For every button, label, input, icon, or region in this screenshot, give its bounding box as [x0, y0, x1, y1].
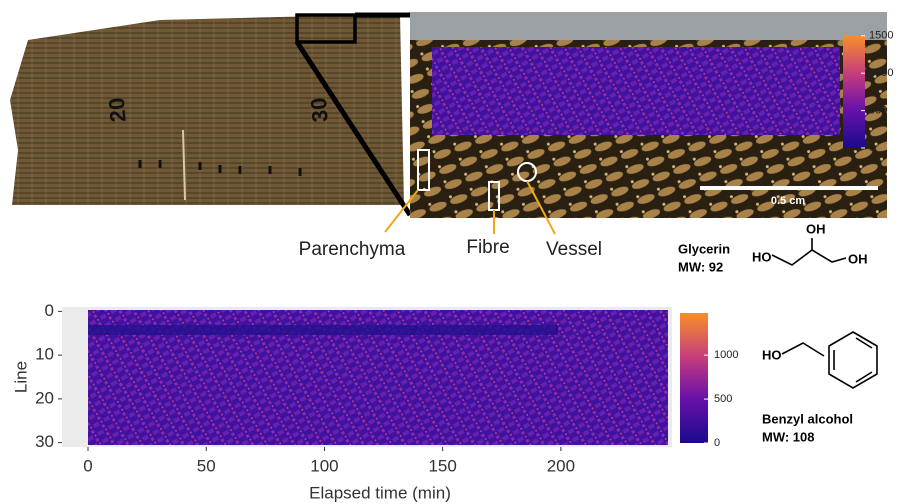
inset-heatmap	[432, 47, 840, 135]
compound-mw: MW: 92	[678, 259, 723, 274]
colorbar-tick-label: 1500	[869, 30, 893, 42]
compound-name: Glycerin	[678, 241, 730, 256]
heatmap-band	[88, 325, 558, 335]
colorbar-tick-label: 500	[869, 104, 887, 116]
inset-colorbar	[843, 35, 865, 148]
y-tick-label: 30	[35, 432, 54, 451]
annotation: Vessel	[546, 239, 602, 260]
scale-label: 0.5 cm	[771, 195, 805, 207]
colorbar	[680, 313, 708, 443]
benzyl-bonds	[782, 332, 877, 388]
y-tick-label: 10	[35, 345, 54, 364]
colorbar-tick-label: 1000	[714, 349, 738, 361]
y-tick-label: 0	[45, 301, 54, 320]
colorbar-tick-label: 1000	[869, 67, 893, 79]
colorbar-tick-label: 0	[714, 437, 720, 449]
chem-group: OH	[848, 251, 868, 266]
figure: 20 30 0.5 cm Parenchyma Fibre Vessel Gly…	[0, 0, 903, 504]
wood-marking: 20	[104, 97, 131, 124]
inset-top	[410, 12, 887, 40]
x-tick-label: 150	[428, 456, 456, 475]
glycerin-bonds	[772, 238, 846, 265]
x-tick-label: 100	[310, 456, 338, 475]
x-tick-label: 200	[547, 456, 575, 475]
x-axis-label: Elapsed time (min)	[309, 483, 451, 502]
colorbar-tick-label: 500	[714, 393, 732, 405]
colorbar-tick-label: 0	[869, 142, 875, 154]
y-tick-label: 20	[35, 388, 54, 407]
chem-group: HO	[752, 249, 772, 264]
x-tick-label: 50	[197, 456, 216, 475]
x-tick-label: 0	[83, 456, 92, 475]
compound-name: Benzyl alcohol	[762, 411, 853, 426]
compound-mw: MW: 108	[762, 429, 815, 444]
chem-group: OH	[806, 221, 826, 236]
annotation: Parenchyma	[299, 239, 406, 260]
y-axis-label: Line	[11, 361, 30, 393]
annotation: Fibre	[466, 237, 509, 258]
chem-group: HO	[762, 347, 782, 362]
wood-marking: 30	[306, 97, 333, 124]
